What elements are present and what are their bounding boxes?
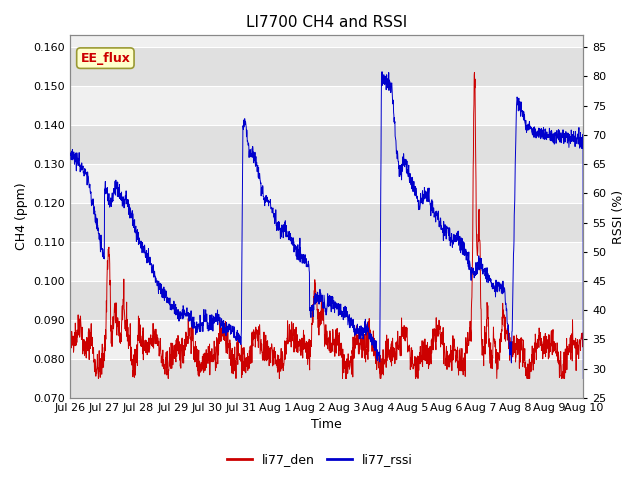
Bar — [70, 359, 583, 398]
Title: LI7700 CH4 and RSSI: LI7700 CH4 and RSSI — [246, 15, 407, 30]
Bar — [70, 47, 583, 86]
Bar — [70, 164, 583, 203]
Y-axis label: RSSI (%): RSSI (%) — [612, 190, 625, 244]
Text: EE_flux: EE_flux — [81, 52, 131, 65]
Y-axis label: CH4 (ppm): CH4 (ppm) — [15, 183, 28, 251]
Bar — [70, 320, 583, 359]
Bar — [70, 242, 583, 281]
X-axis label: Time: Time — [311, 419, 342, 432]
Bar — [70, 281, 583, 320]
Legend: li77_den, li77_rssi: li77_den, li77_rssi — [222, 448, 418, 471]
Bar — [70, 203, 583, 242]
Bar — [70, 125, 583, 164]
Bar — [70, 86, 583, 125]
